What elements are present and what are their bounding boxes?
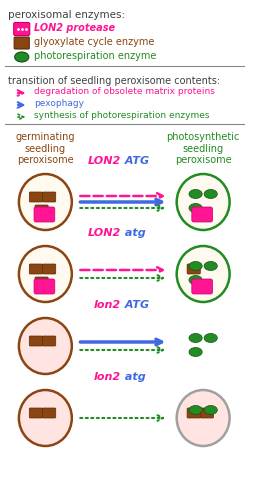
FancyBboxPatch shape bbox=[35, 277, 48, 287]
Ellipse shape bbox=[189, 334, 202, 342]
Ellipse shape bbox=[189, 406, 202, 414]
Text: synthesis of photorespiration enzymes: synthesis of photorespiration enzymes bbox=[34, 112, 210, 120]
Ellipse shape bbox=[189, 204, 202, 212]
Circle shape bbox=[177, 174, 230, 230]
Ellipse shape bbox=[189, 262, 202, 270]
Text: lon2: lon2 bbox=[94, 372, 121, 382]
FancyBboxPatch shape bbox=[35, 205, 48, 215]
Text: peroxisomal enzymes:: peroxisomal enzymes: bbox=[8, 10, 125, 20]
FancyBboxPatch shape bbox=[43, 336, 56, 346]
Text: LON2 protease: LON2 protease bbox=[34, 23, 115, 33]
Text: germinating
seedling
peroxisome: germinating seedling peroxisome bbox=[16, 132, 75, 165]
FancyBboxPatch shape bbox=[34, 279, 55, 294]
Ellipse shape bbox=[189, 276, 202, 284]
FancyBboxPatch shape bbox=[43, 264, 56, 274]
FancyBboxPatch shape bbox=[14, 37, 29, 49]
Text: glyoxylate cycle enzyme: glyoxylate cycle enzyme bbox=[34, 37, 154, 47]
Circle shape bbox=[19, 318, 72, 374]
Ellipse shape bbox=[189, 190, 202, 198]
FancyBboxPatch shape bbox=[29, 408, 43, 418]
FancyBboxPatch shape bbox=[29, 192, 43, 202]
FancyBboxPatch shape bbox=[29, 336, 43, 346]
Text: LON2: LON2 bbox=[88, 228, 121, 238]
Text: ATG: ATG bbox=[121, 156, 149, 166]
FancyBboxPatch shape bbox=[187, 264, 200, 274]
Circle shape bbox=[19, 174, 72, 230]
Circle shape bbox=[19, 246, 72, 302]
FancyBboxPatch shape bbox=[200, 408, 214, 418]
Text: ATG: ATG bbox=[121, 300, 149, 310]
Ellipse shape bbox=[15, 52, 29, 62]
FancyBboxPatch shape bbox=[43, 192, 56, 202]
Text: atg: atg bbox=[121, 372, 146, 382]
Ellipse shape bbox=[204, 262, 217, 270]
Circle shape bbox=[19, 390, 72, 446]
Text: photorespiration enzyme: photorespiration enzyme bbox=[34, 51, 156, 61]
Text: lon2: lon2 bbox=[94, 300, 121, 310]
Ellipse shape bbox=[204, 406, 217, 414]
Ellipse shape bbox=[189, 348, 202, 356]
Text: degradation of obsolete matrix proteins: degradation of obsolete matrix proteins bbox=[34, 88, 215, 96]
Text: transition of seedling peroxisome contents:: transition of seedling peroxisome conten… bbox=[8, 76, 220, 86]
Text: pexophagy: pexophagy bbox=[34, 100, 84, 108]
Text: LON2: LON2 bbox=[88, 156, 121, 166]
FancyBboxPatch shape bbox=[187, 408, 200, 418]
FancyBboxPatch shape bbox=[29, 264, 43, 274]
Text: photosynthetic
seedling
peroxisome: photosynthetic seedling peroxisome bbox=[166, 132, 240, 165]
Text: atg: atg bbox=[121, 228, 146, 238]
Ellipse shape bbox=[204, 190, 217, 198]
Circle shape bbox=[177, 390, 230, 446]
FancyBboxPatch shape bbox=[192, 279, 213, 294]
FancyBboxPatch shape bbox=[14, 22, 30, 36]
FancyBboxPatch shape bbox=[192, 207, 213, 222]
FancyBboxPatch shape bbox=[43, 408, 56, 418]
FancyBboxPatch shape bbox=[34, 207, 55, 222]
Ellipse shape bbox=[204, 334, 217, 342]
Circle shape bbox=[177, 246, 230, 302]
